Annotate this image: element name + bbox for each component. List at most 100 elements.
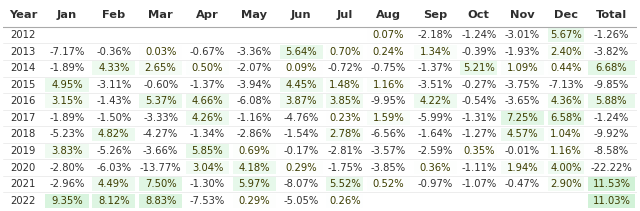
- FancyBboxPatch shape: [500, 61, 544, 75]
- FancyBboxPatch shape: [548, 111, 584, 125]
- Text: 2.65%: 2.65%: [145, 63, 177, 73]
- Text: -1.89%: -1.89%: [49, 113, 84, 123]
- Text: May: May: [241, 9, 268, 19]
- FancyBboxPatch shape: [367, 78, 410, 92]
- Text: 7.25%: 7.25%: [506, 113, 538, 123]
- FancyBboxPatch shape: [186, 144, 229, 158]
- Text: -2.59%: -2.59%: [417, 146, 453, 156]
- Text: -13.77%: -13.77%: [140, 162, 181, 173]
- Text: -0.67%: -0.67%: [190, 47, 225, 57]
- Text: 0.69%: 0.69%: [239, 146, 270, 156]
- Text: -0.97%: -0.97%: [417, 179, 452, 189]
- Text: -1.64%: -1.64%: [417, 130, 452, 139]
- FancyBboxPatch shape: [588, 194, 635, 208]
- Text: 1.16%: 1.16%: [372, 80, 404, 90]
- Text: -2.07%: -2.07%: [237, 63, 272, 73]
- FancyBboxPatch shape: [233, 161, 276, 174]
- Text: -7.13%: -7.13%: [548, 80, 584, 90]
- Text: -9.85%: -9.85%: [594, 80, 629, 90]
- Text: -9.95%: -9.95%: [371, 96, 406, 106]
- Text: 5.21%: 5.21%: [463, 63, 495, 73]
- Text: 2016: 2016: [11, 96, 36, 106]
- FancyBboxPatch shape: [139, 177, 182, 191]
- FancyBboxPatch shape: [45, 144, 88, 158]
- Text: -7.53%: -7.53%: [190, 196, 225, 206]
- Text: Nov: Nov: [510, 9, 534, 19]
- Text: 3.04%: 3.04%: [192, 162, 223, 173]
- Text: 11.53%: 11.53%: [593, 179, 630, 189]
- FancyBboxPatch shape: [233, 194, 276, 208]
- Text: -0.75%: -0.75%: [371, 63, 406, 73]
- Text: -9.92%: -9.92%: [594, 130, 629, 139]
- FancyBboxPatch shape: [548, 161, 584, 174]
- Text: -0.72%: -0.72%: [327, 63, 362, 73]
- Text: -6.08%: -6.08%: [237, 96, 272, 106]
- FancyBboxPatch shape: [367, 177, 410, 191]
- FancyBboxPatch shape: [588, 177, 635, 191]
- Text: -4.76%: -4.76%: [284, 113, 319, 123]
- Text: -0.54%: -0.54%: [461, 96, 496, 106]
- Text: -1.93%: -1.93%: [505, 47, 540, 57]
- Text: 0.35%: 0.35%: [463, 146, 495, 156]
- FancyBboxPatch shape: [92, 61, 136, 75]
- Text: 4.66%: 4.66%: [191, 96, 223, 106]
- Text: 0.09%: 0.09%: [285, 63, 317, 73]
- Text: 4.49%: 4.49%: [98, 179, 129, 189]
- Text: 4.36%: 4.36%: [550, 96, 582, 106]
- Text: 2012: 2012: [11, 30, 36, 40]
- Text: -3.01%: -3.01%: [505, 30, 540, 40]
- Text: -1.50%: -1.50%: [96, 113, 131, 123]
- Text: 1.59%: 1.59%: [372, 113, 404, 123]
- Text: 7.50%: 7.50%: [145, 179, 177, 189]
- Text: -0.60%: -0.60%: [143, 80, 178, 90]
- Text: -1.30%: -1.30%: [190, 179, 225, 189]
- Text: -1.54%: -1.54%: [284, 130, 319, 139]
- FancyBboxPatch shape: [280, 94, 323, 108]
- Text: -3.82%: -3.82%: [594, 47, 629, 57]
- Text: 2.40%: 2.40%: [550, 47, 582, 57]
- FancyBboxPatch shape: [500, 111, 544, 125]
- FancyBboxPatch shape: [367, 45, 410, 59]
- Text: 0.44%: 0.44%: [550, 63, 582, 73]
- Text: -3.11%: -3.11%: [96, 80, 131, 90]
- Text: -2.80%: -2.80%: [49, 162, 84, 173]
- Text: 9.35%: 9.35%: [51, 196, 83, 206]
- Text: 5.52%: 5.52%: [329, 179, 360, 189]
- Text: Jul: Jul: [337, 9, 353, 19]
- Text: 0.29%: 0.29%: [239, 196, 270, 206]
- Text: -8.58%: -8.58%: [594, 146, 629, 156]
- Text: -1.31%: -1.31%: [461, 113, 497, 123]
- FancyBboxPatch shape: [280, 45, 323, 59]
- FancyBboxPatch shape: [548, 61, 584, 75]
- Text: -3.75%: -3.75%: [505, 80, 540, 90]
- Text: -8.07%: -8.07%: [284, 179, 319, 189]
- Text: Year: Year: [9, 9, 38, 19]
- Text: 4.00%: 4.00%: [550, 162, 582, 173]
- Text: Dec: Dec: [554, 9, 578, 19]
- Text: 2019: 2019: [11, 146, 36, 156]
- Text: 2.78%: 2.78%: [329, 130, 360, 139]
- Text: 0.23%: 0.23%: [329, 113, 360, 123]
- Text: -1.27%: -1.27%: [461, 130, 497, 139]
- FancyBboxPatch shape: [139, 94, 182, 108]
- Text: 0.29%: 0.29%: [285, 162, 317, 173]
- FancyBboxPatch shape: [92, 177, 136, 191]
- FancyBboxPatch shape: [326, 94, 363, 108]
- FancyBboxPatch shape: [548, 28, 584, 42]
- FancyBboxPatch shape: [45, 194, 88, 208]
- Text: 5.37%: 5.37%: [145, 96, 177, 106]
- FancyBboxPatch shape: [548, 45, 584, 59]
- FancyBboxPatch shape: [326, 127, 363, 141]
- FancyBboxPatch shape: [280, 161, 323, 174]
- FancyBboxPatch shape: [139, 194, 182, 208]
- Text: -1.07%: -1.07%: [461, 179, 497, 189]
- Text: -0.39%: -0.39%: [461, 47, 496, 57]
- Text: 1.34%: 1.34%: [419, 47, 451, 57]
- Text: -2.96%: -2.96%: [49, 179, 84, 189]
- FancyBboxPatch shape: [92, 127, 136, 141]
- Text: -0.47%: -0.47%: [505, 179, 540, 189]
- FancyBboxPatch shape: [326, 45, 363, 59]
- Text: -1.37%: -1.37%: [417, 63, 452, 73]
- Text: 2021: 2021: [11, 179, 36, 189]
- Text: 5.85%: 5.85%: [191, 146, 223, 156]
